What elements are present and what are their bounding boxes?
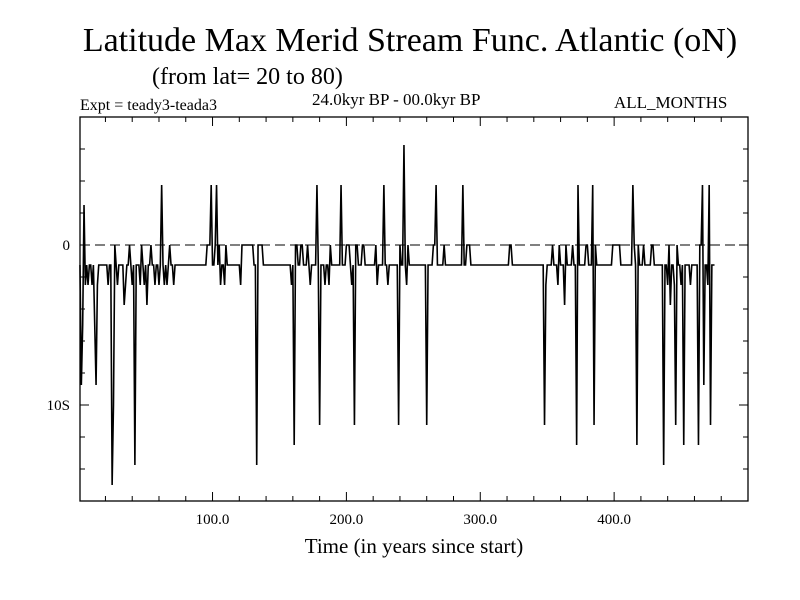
tick-marks — [80, 117, 748, 501]
plot-frame — [79, 116, 749, 502]
series-line — [79, 144, 715, 486]
period-label: 24.0kyr BP - 00.0kyr BP — [312, 90, 481, 109]
x-axis-label: Time (in years since start) — [304, 534, 524, 558]
experiment-label: Expt = teady3-teada3 — [80, 97, 217, 114]
x-tick-label: 400.0 — [597, 512, 631, 528]
y-tick-label: 0 — [63, 238, 71, 254]
x-tick-label: 300.0 — [463, 512, 497, 528]
chart-title: Latitude Max Merid Stream Func. Atlantic… — [82, 22, 738, 59]
chart-subtitle: (from lat= 20 to 80) — [152, 64, 343, 90]
x-tick-label: 100.0 — [196, 512, 230, 528]
tick-labels: 100.0 200.0 300.0 400.0 0 10S — [47, 238, 631, 528]
y-tick-label: 10S — [47, 398, 70, 414]
months-label: ALL_MONTHS — [614, 93, 728, 112]
x-tick-label: 200.0 — [330, 512, 364, 528]
